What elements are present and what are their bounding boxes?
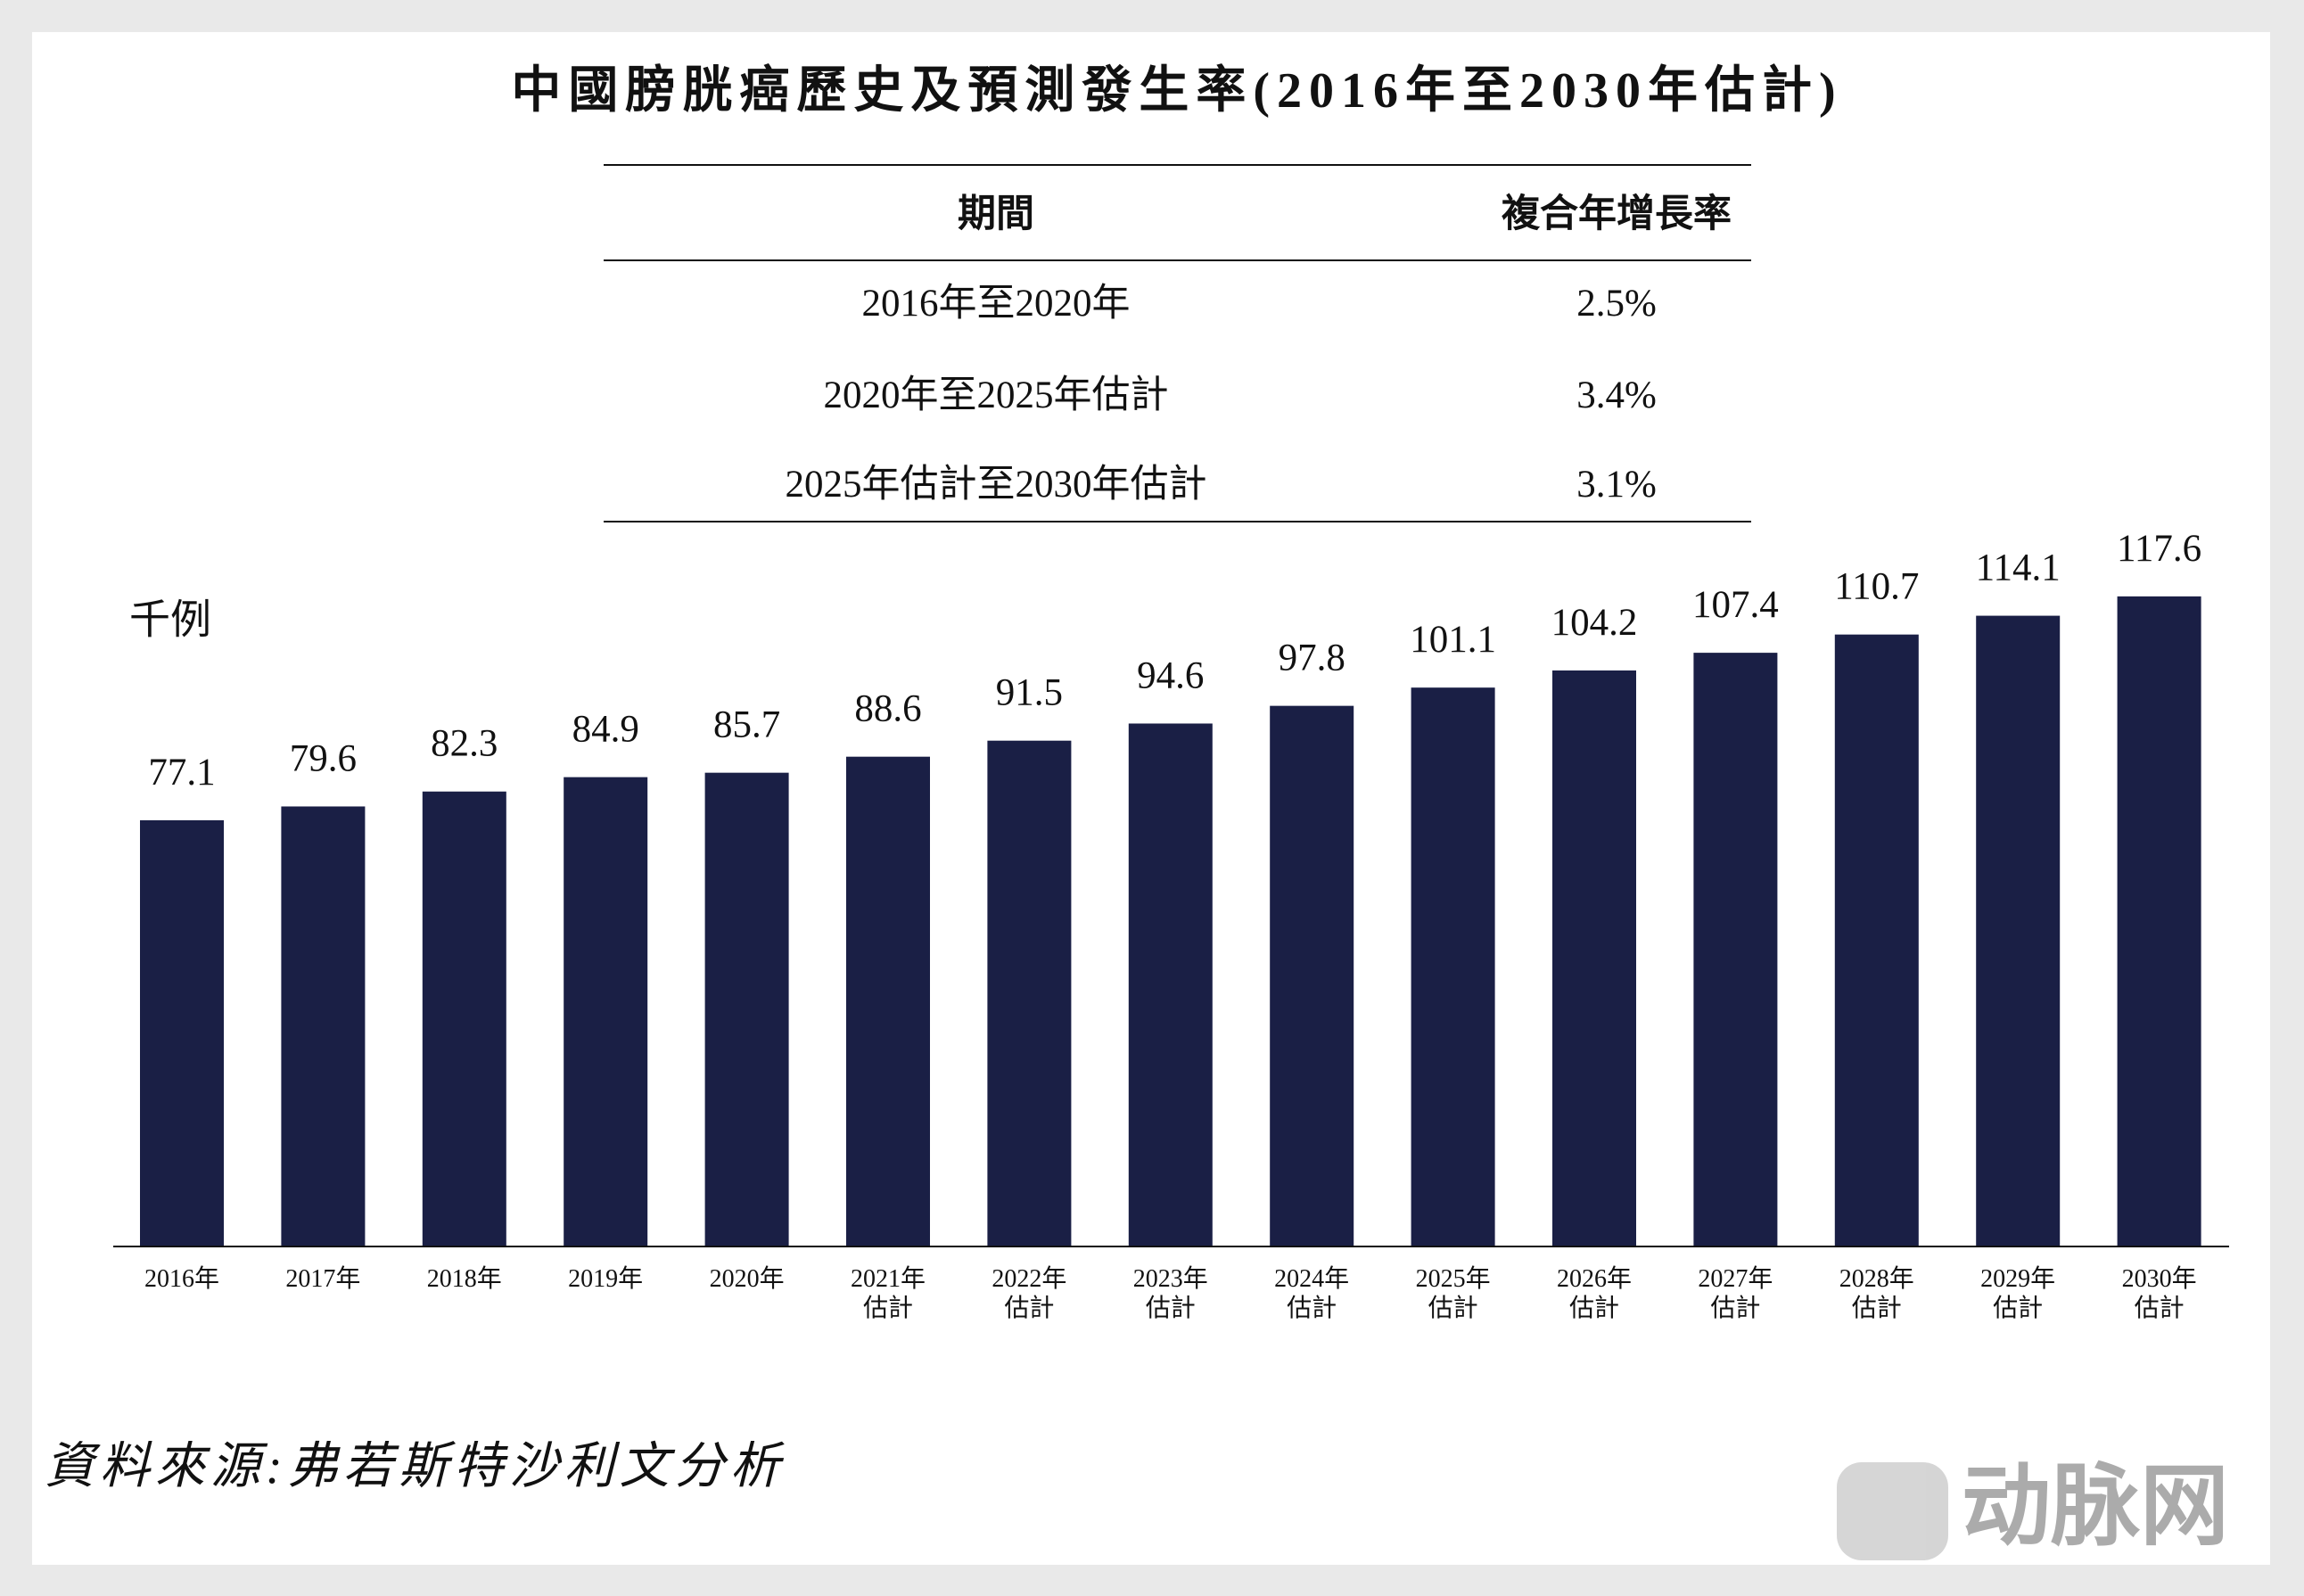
x-tick-label: 2016年: [144, 1265, 219, 1293]
value-label: 97.8: [1279, 638, 1345, 679]
watermark-text: 动脉网: [1962, 1453, 2229, 1558]
table-header: 複合年增長率: [1502, 193, 1732, 235]
x-tick-label: 2025年 估計: [1415, 1265, 1491, 1322]
table-cell: 3.1%: [1576, 464, 1657, 506]
bar: [281, 806, 366, 1246]
value-label: 107.4: [1692, 584, 1779, 626]
bar: [1411, 687, 1495, 1246]
bar: [1976, 615, 2061, 1246]
value-label: 104.2: [1551, 602, 1638, 644]
value-label: 84.9: [572, 708, 639, 750]
table-header: 期間: [958, 193, 1034, 235]
x-tick-label: 2026年 估計: [1556, 1265, 1632, 1322]
bar: [564, 777, 648, 1246]
watermark: 动脉网: [1837, 1453, 2229, 1560]
x-tick-label: 2021年 估計: [850, 1265, 926, 1322]
y-axis-label: 千例: [129, 597, 211, 643]
x-tick-label: 2028年 估計: [1839, 1265, 1914, 1322]
source-note: 資料來源:弗若斯特沙利文分析: [45, 1439, 786, 1494]
x-tick-label: 2027年 估計: [1698, 1265, 1773, 1322]
x-tick-label: 2023年 估計: [1132, 1265, 1208, 1322]
bar: [140, 819, 224, 1246]
table-cell: 2016年至2020年: [862, 283, 1131, 325]
bar: [1693, 653, 1778, 1246]
bar: [2117, 596, 2201, 1246]
bar: [987, 740, 1072, 1246]
x-tick-label: 2022年 估計: [992, 1265, 1067, 1322]
value-label: 85.7: [713, 704, 780, 746]
value-label: 88.6: [854, 688, 921, 730]
value-label: 77.1: [148, 752, 215, 794]
bar: [846, 756, 930, 1246]
table-cell: 2020年至2025年估計: [824, 374, 1169, 416]
bar: [704, 772, 789, 1246]
value-label: 94.6: [1137, 654, 1204, 696]
x-tick-label: 2020年: [709, 1265, 785, 1293]
bar: [1834, 634, 1919, 1246]
bar: [1128, 723, 1213, 1246]
value-label: 82.3: [431, 723, 498, 765]
value-label: 114.1: [1976, 547, 2061, 588]
x-tick-label: 2019年: [568, 1265, 644, 1293]
value-label: 101.1: [1410, 619, 1496, 661]
bar: [1552, 670, 1636, 1246]
table-cell: 2.5%: [1576, 283, 1657, 325]
bar: [422, 791, 506, 1246]
x-tick-label: 2018年: [426, 1265, 502, 1293]
table-cell: 3.4%: [1576, 374, 1657, 416]
x-tick-label: 2029年 估計: [1980, 1265, 2056, 1322]
value-label: 79.6: [290, 737, 357, 779]
x-tick-label: 2030年 估計: [2121, 1265, 2197, 1322]
chart-title: 中國膀胱癌歷史及預測發生率(2016年至2030年估計): [511, 63, 1842, 119]
x-tick-label: 2017年: [285, 1265, 361, 1293]
table-cell: 2025年估計至2030年估計: [786, 464, 1207, 506]
value-label: 91.5: [996, 672, 1063, 714]
value-label: 117.6: [2117, 528, 2201, 570]
bar: [1270, 705, 1354, 1246]
x-tick-label: 2024年 估計: [1274, 1265, 1350, 1322]
value-label: 110.7: [1834, 566, 1919, 608]
watermark-logo: [1837, 1462, 1948, 1560]
